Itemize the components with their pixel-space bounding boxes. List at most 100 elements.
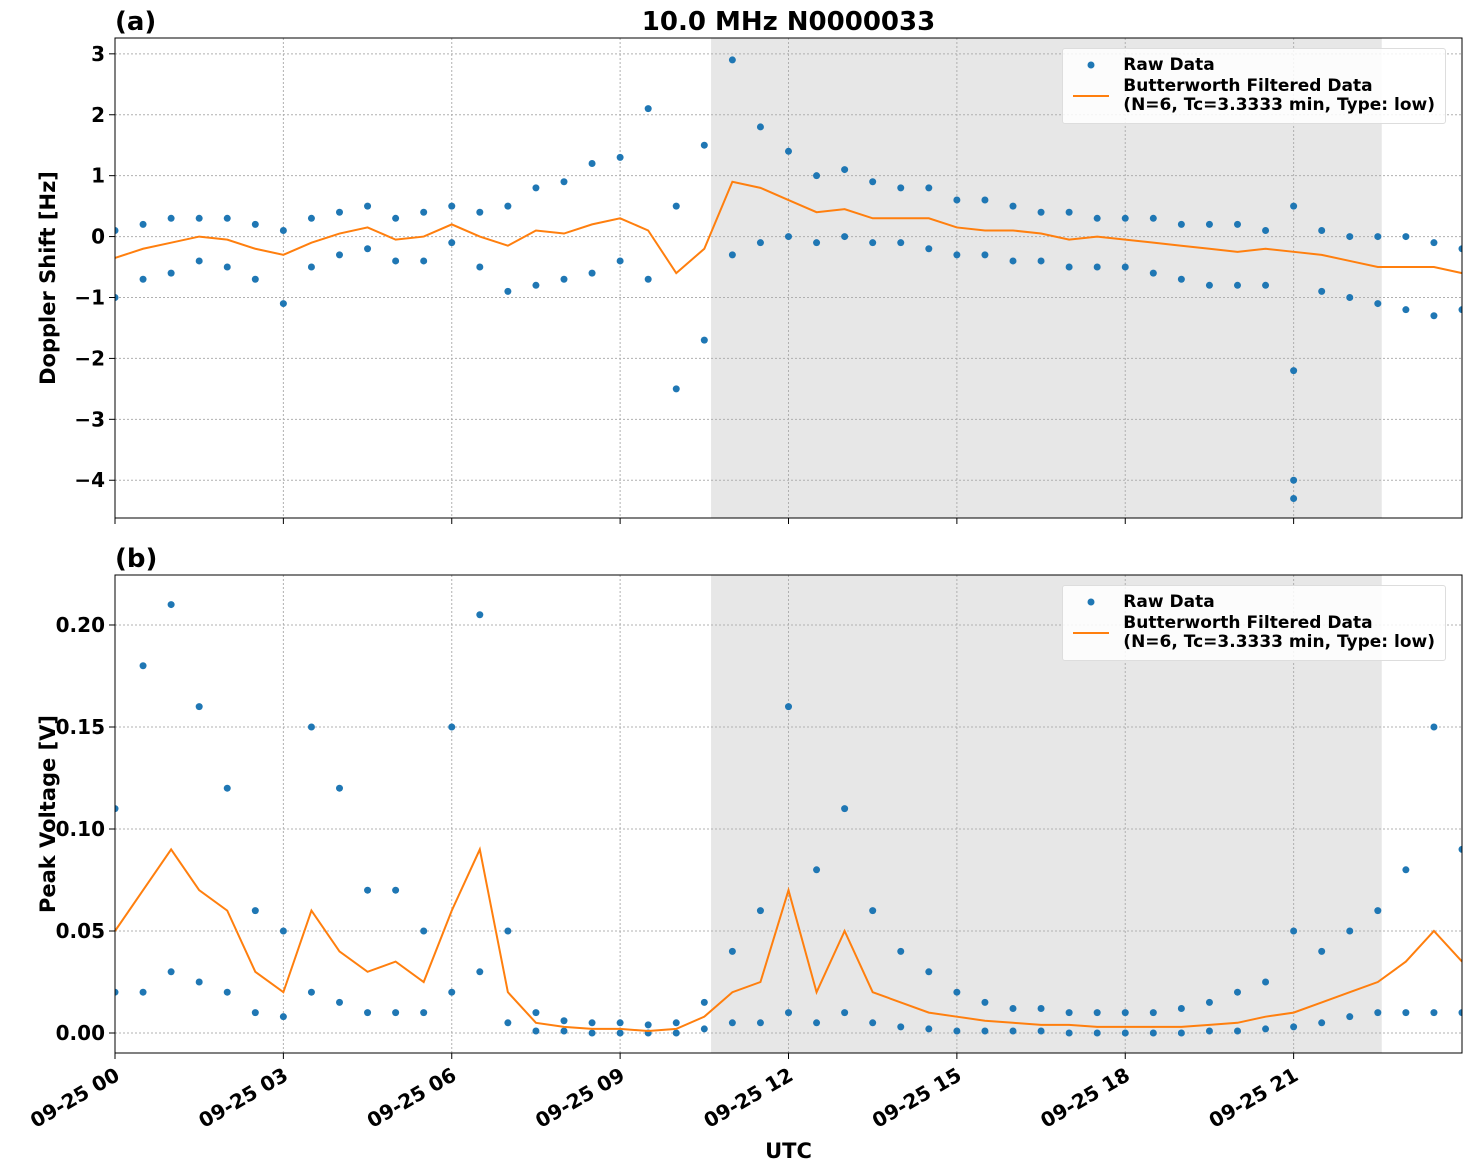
raw-point [251,1009,259,1017]
legend-marker [1073,632,1110,634]
raw-point [532,281,540,289]
raw-point [1149,269,1157,277]
raw-point [420,257,428,265]
raw-point [504,202,512,210]
raw-point [195,257,203,265]
raw-point [1093,263,1101,271]
raw-point [728,947,736,955]
raw-point [476,968,484,976]
raw-point [1065,1009,1073,1017]
raw-point [756,1019,764,1027]
x-tick-label: 09-25 15 [868,1063,966,1133]
y-axis-label: Peak Voltage [V] [36,715,60,913]
raw-point [1402,306,1410,314]
raw-point [925,968,933,976]
raw-point [897,947,905,955]
raw-point [869,907,877,915]
raw-point [115,988,119,996]
raw-point [1318,947,1326,955]
x-tick-label: 09-25 21 [1205,1063,1303,1133]
panel-label: (a) [115,7,156,37]
raw-point [307,988,315,996]
raw-point [1009,1005,1017,1013]
raw-point [1458,845,1462,853]
raw-point [897,184,905,192]
raw-point [139,275,147,283]
raw-point [869,178,877,186]
legend-label: Butterworth Filtered Data (N=6, Tc=3.333… [1123,613,1435,652]
raw-point [223,784,231,792]
raw-point [869,1019,877,1027]
raw-point [195,978,203,986]
raw-point [1290,1023,1298,1031]
raw-point [728,56,736,64]
x-axis-label: UTC [765,1139,812,1163]
y-tick-label: −3 [74,407,105,431]
raw-point [1318,287,1326,295]
raw-point [1234,220,1241,228]
raw-point [1177,275,1185,283]
raw-point [251,275,259,283]
raw-point [981,196,989,204]
y-tick-label: −4 [74,468,105,492]
raw-point [925,184,933,192]
raw-point [364,202,372,210]
raw-point [115,226,119,234]
raw-point [1149,1029,1157,1037]
raw-point [336,998,343,1006]
legend-entry: Raw Data [1069,592,1435,612]
legend: Raw Data Butterworth Filtered Data (N=6, … [1062,585,1446,661]
legend-entry: Butterworth Filtered Data (N=6, Tc=3.333… [1069,614,1435,652]
raw-point [307,263,315,271]
raw-point [1121,1029,1129,1037]
raw-point [504,1019,512,1027]
raw-point [251,220,259,228]
raw-point [672,1029,680,1037]
axes-frame [114,574,1463,1054]
raw-point [1290,927,1298,935]
raw-point [897,239,905,247]
y-tick-label: 2 [91,103,105,127]
legend-swatch [1087,61,1095,69]
raw-point [1318,226,1326,234]
raw-point [1374,233,1382,241]
y-tick-label: −2 [74,346,105,370]
raw-point [392,1009,400,1017]
raw-point [223,263,231,271]
raw-point [616,153,624,161]
panel-label: (b) [115,544,157,574]
raw-point [448,988,456,996]
plot-area [115,601,1462,1037]
raw-point [953,251,961,259]
raw-point [728,251,736,259]
raw-point [1121,214,1129,222]
raw-point [195,214,203,222]
raw-point [1346,293,1354,301]
raw-point [672,385,680,393]
raw-point [841,805,849,813]
x-tick-label: 09-25 18 [1036,1063,1134,1133]
raw-point [1065,263,1073,271]
raw-point [1346,927,1354,935]
raw-point [785,1009,792,1017]
raw-point [307,214,315,222]
raw-point [1262,1025,1270,1033]
raw-point [420,927,428,935]
raw-point [588,1019,596,1027]
raw-point [1262,978,1270,986]
raw-point [700,998,708,1006]
raw-point [785,703,792,711]
raw-point [420,208,428,216]
raw-point [167,269,175,277]
raw-point [1262,281,1270,289]
raw-point [336,208,343,216]
raw-point [279,300,287,308]
legend-entry: Butterworth Filtered Data (N=6, Tc=3.333… [1069,77,1435,115]
raw-point [756,907,764,915]
raw-point [1205,220,1213,228]
raw-point [925,1025,933,1033]
raw-point [1037,257,1045,265]
raw-point [1234,281,1241,289]
raw-point [1177,220,1185,228]
